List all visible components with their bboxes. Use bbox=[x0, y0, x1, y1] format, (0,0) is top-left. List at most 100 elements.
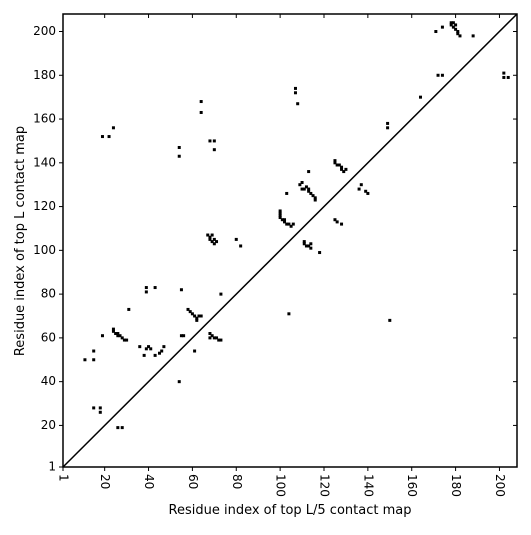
contact-point bbox=[111, 126, 115, 130]
contact-point bbox=[456, 30, 460, 34]
contact-point bbox=[333, 159, 337, 163]
contact-point bbox=[440, 25, 444, 29]
contact-point bbox=[111, 327, 115, 331]
contact-point bbox=[217, 338, 221, 342]
y-tick-label: 160 bbox=[33, 112, 56, 126]
contact-point bbox=[92, 349, 96, 353]
contact-point bbox=[307, 244, 311, 248]
contact-point bbox=[100, 135, 104, 139]
x-tick-label: 140 bbox=[361, 474, 375, 497]
contact-point bbox=[142, 353, 146, 357]
contact-point bbox=[418, 95, 422, 99]
contact-point bbox=[122, 338, 126, 342]
contact-point bbox=[210, 233, 214, 237]
contact-point bbox=[280, 218, 284, 222]
contact-point bbox=[502, 75, 506, 79]
contact-point bbox=[215, 240, 219, 244]
contact-point bbox=[215, 336, 219, 340]
contact-point bbox=[283, 218, 287, 222]
contact-point bbox=[177, 145, 181, 149]
x-tick-label: 200 bbox=[493, 474, 507, 497]
contact-point bbox=[451, 25, 455, 29]
contact-point bbox=[120, 426, 124, 430]
y-tick-label: 180 bbox=[33, 68, 56, 82]
contact-point bbox=[83, 358, 87, 362]
contact-point bbox=[212, 242, 216, 246]
contact-point bbox=[278, 211, 282, 215]
contact-point bbox=[313, 196, 317, 200]
contact-point bbox=[337, 163, 341, 167]
contact-point bbox=[278, 209, 282, 213]
plot-frame bbox=[62, 13, 518, 468]
contact-point bbox=[195, 318, 199, 322]
contact-point bbox=[311, 194, 315, 198]
contact-point bbox=[456, 32, 460, 36]
contact-point bbox=[111, 329, 115, 333]
x-axis-label: Residue index of top L/5 contact map bbox=[169, 503, 412, 518]
contact-point bbox=[193, 314, 197, 318]
x-tick-label: 100 bbox=[274, 474, 288, 497]
contact-point bbox=[98, 406, 102, 410]
y-tick-label: 120 bbox=[33, 199, 56, 213]
y-tick-label: 80 bbox=[41, 287, 56, 301]
contact-point bbox=[186, 307, 190, 311]
contact-point bbox=[307, 187, 311, 191]
x-tick-label: 120 bbox=[317, 474, 331, 497]
contact-point bbox=[92, 406, 96, 410]
contact-point bbox=[160, 349, 164, 353]
contact-point bbox=[188, 310, 192, 314]
contact-point bbox=[144, 286, 148, 290]
contact-point bbox=[193, 349, 197, 353]
contact-point bbox=[206, 233, 210, 237]
contact-point bbox=[506, 75, 510, 79]
contact-point bbox=[449, 23, 453, 27]
contact-point bbox=[199, 100, 203, 104]
contact-point bbox=[307, 170, 311, 174]
x-tick-label: 80 bbox=[230, 474, 244, 489]
contact-point bbox=[309, 191, 313, 195]
contact-point bbox=[107, 135, 111, 139]
contact-point bbox=[278, 216, 282, 220]
contact-point bbox=[177, 380, 181, 384]
contact-point bbox=[147, 345, 151, 349]
contact-point bbox=[335, 220, 339, 224]
y-tick-label: 60 bbox=[41, 330, 56, 344]
contact-point bbox=[454, 23, 458, 27]
contact-point bbox=[287, 222, 291, 226]
contact-point bbox=[307, 189, 311, 193]
contact-point bbox=[98, 410, 102, 414]
contact-point bbox=[388, 318, 392, 322]
contact-point bbox=[208, 332, 212, 336]
contact-point bbox=[212, 237, 216, 241]
contact-point bbox=[309, 246, 313, 250]
contact-point bbox=[359, 183, 363, 187]
contact-point bbox=[302, 240, 306, 244]
contact-point bbox=[302, 242, 306, 246]
contact-point bbox=[212, 139, 216, 143]
contact-point bbox=[158, 351, 162, 355]
contact-point bbox=[177, 154, 181, 158]
contact-point bbox=[199, 314, 203, 318]
contact-point bbox=[100, 334, 104, 338]
contact-point bbox=[451, 21, 455, 25]
contact-point bbox=[208, 139, 212, 143]
contact-point bbox=[287, 312, 291, 316]
contact-point bbox=[116, 332, 120, 336]
contact-point bbox=[162, 345, 166, 349]
x-tick-label: 180 bbox=[449, 474, 463, 497]
contact-point bbox=[285, 222, 289, 226]
contact-point bbox=[289, 224, 293, 228]
x-tick-label: 60 bbox=[186, 474, 200, 489]
contact-point bbox=[179, 288, 183, 292]
y-tick-label: 140 bbox=[33, 155, 56, 169]
contact-point bbox=[153, 286, 157, 290]
contact-point bbox=[190, 312, 194, 316]
contact-point bbox=[293, 91, 297, 95]
contact-point bbox=[219, 338, 223, 342]
contact-point bbox=[340, 222, 344, 226]
y-axis-label: Residue index of top L contact map bbox=[13, 126, 28, 356]
contact-point bbox=[300, 181, 304, 185]
contact-point bbox=[300, 187, 304, 191]
contact-point bbox=[208, 237, 212, 241]
